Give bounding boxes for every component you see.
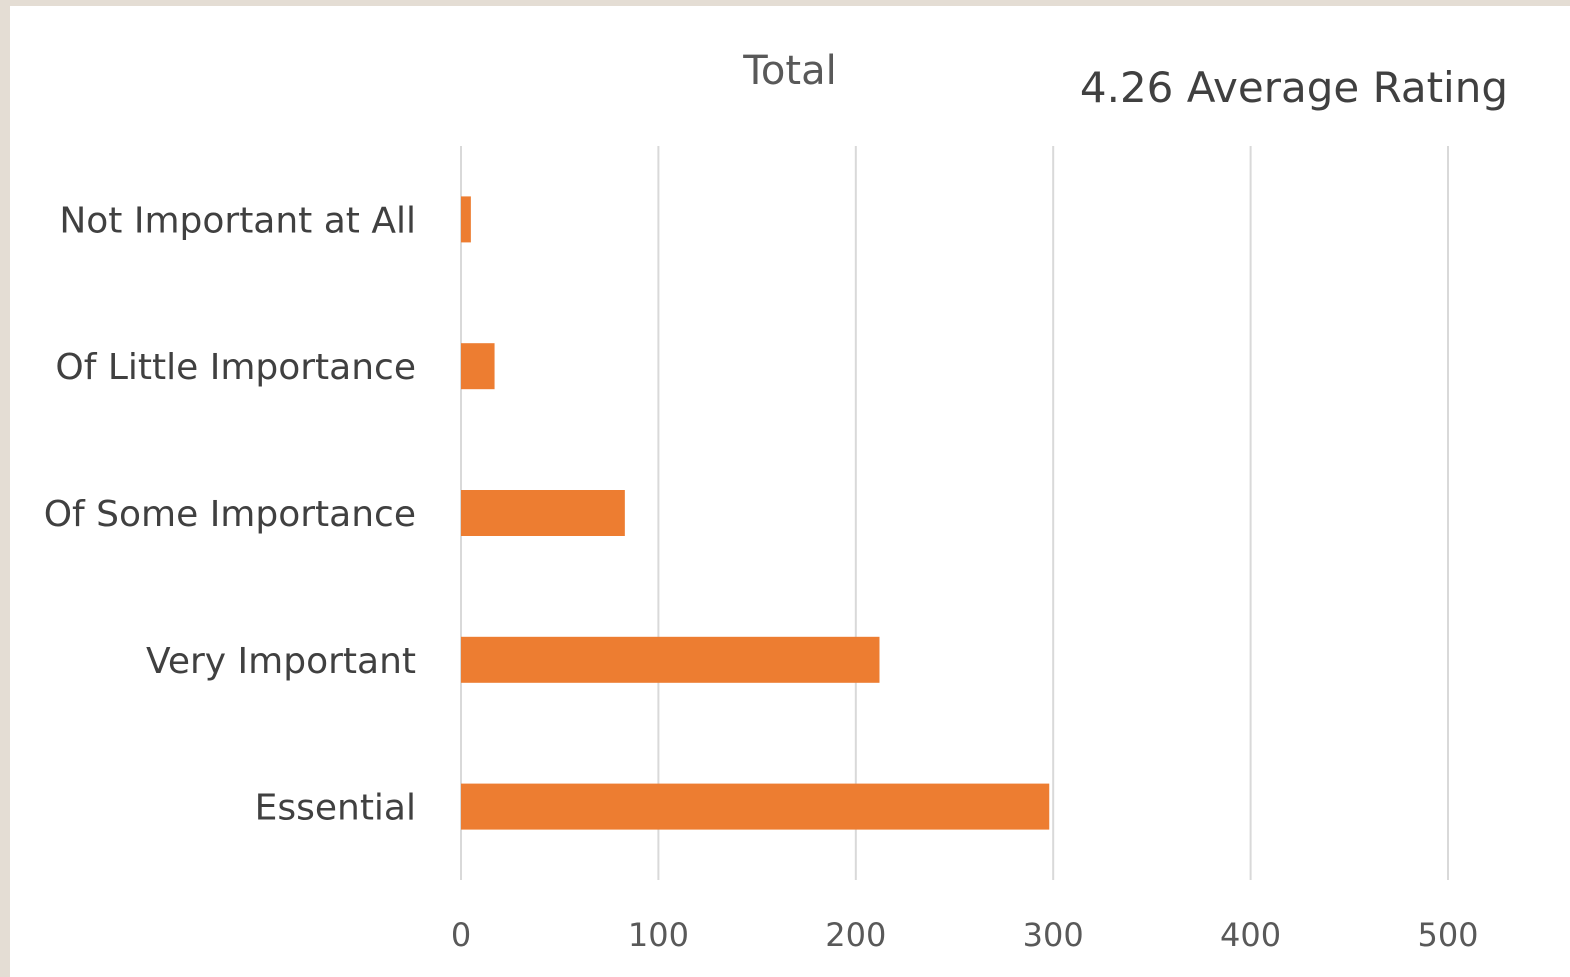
category-label-not-important-at-all: Not Important at All xyxy=(59,200,416,241)
x-tick-label-400: 400 xyxy=(1220,916,1281,954)
bar-of-little-importance xyxy=(461,343,495,390)
gridlines xyxy=(460,146,1449,880)
category-labels: Not Important at All Of Little Importance… xyxy=(44,200,416,828)
x-tick-label-100: 100 xyxy=(628,916,689,954)
bar-of-some-importance xyxy=(461,490,625,536)
category-label-of-some-importance: Of Some Importance xyxy=(44,494,416,535)
x-tick-label-200: 200 xyxy=(825,916,886,954)
x-axis-tick-labels: 0 100 200 300 400 500 xyxy=(451,916,1479,954)
bar-not-important-at-all xyxy=(461,196,471,243)
category-label-very-important: Very Important xyxy=(146,641,416,682)
x-tick-label-500: 500 xyxy=(1417,916,1478,954)
bar-essential xyxy=(461,783,1050,830)
bar-very-important xyxy=(461,636,880,683)
x-tick-label-0: 0 xyxy=(451,916,471,954)
average-rating-annotation: 4.26 Average Rating xyxy=(1080,63,1508,112)
chart-title: Total xyxy=(742,48,836,94)
bars xyxy=(461,196,1050,830)
category-label-of-little-importance: Of Little Importance xyxy=(55,347,416,388)
x-tick-label-300: 300 xyxy=(1023,916,1084,954)
category-label-essential: Essential xyxy=(255,788,416,829)
